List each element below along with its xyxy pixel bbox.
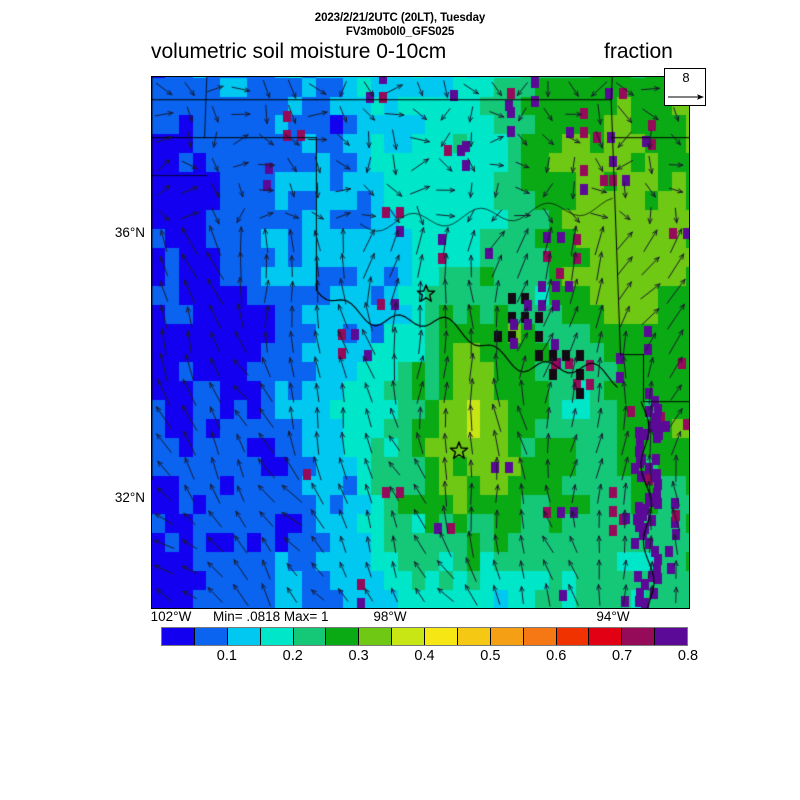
- colorbar-segment-11[interactable]: [523, 628, 557, 645]
- header-datetime: 2023/2/21/2UTC (20LT), Tuesday: [314, 12, 486, 24]
- colorbar-segment-6[interactable]: [359, 628, 393, 645]
- colorbar[interactable]: [161, 627, 688, 646]
- colorbar-segment-8[interactable]: [425, 628, 458, 645]
- colorbar-segment-12[interactable]: [556, 628, 590, 645]
- colorbar-tick-labels: 0.1 0.2 0.3 0.4 0.5 0.6 0.7 0.8: [161, 648, 698, 668]
- colorbar-tick-0.5: 0.5: [480, 648, 501, 664]
- lat-tick-label-1: 32°N: [114, 490, 145, 505]
- colorbar-tick-0.7: 0.7: [612, 648, 633, 664]
- soil-moisture-raster: [152, 77, 689, 608]
- colorbar-segment-13[interactable]: [589, 628, 623, 645]
- lon-tick-label-1: 98°W: [373, 609, 407, 624]
- colorbar-segment-14[interactable]: [622, 628, 656, 645]
- units-label: fraction: [604, 40, 673, 63]
- page-title: volumetric soil moisture 0-10cm: [151, 40, 447, 63]
- colorbar-segment-10[interactable]: [490, 628, 524, 645]
- header-model-name: FV3m0b0l0_GFS025: [345, 26, 455, 38]
- colorbar-tick-0.4: 0.4: [414, 648, 435, 664]
- colorbar-segment-5[interactable]: [326, 628, 360, 645]
- lon-tick-label-2: 94°W: [596, 609, 630, 624]
- colorbar-tick-0.3: 0.3: [348, 648, 369, 664]
- min-max-annotation: Min= .0818 Max= 1: [213, 609, 329, 624]
- colorbar-segment-1[interactable]: [194, 628, 228, 645]
- colorbar-tick-0.2: 0.2: [282, 648, 303, 664]
- lat-tick-label-0: 36°N: [114, 225, 145, 240]
- map-plot-area: [151, 76, 690, 609]
- colorbar-tick-0.1: 0.1: [216, 648, 237, 664]
- colorbar-segments[interactable]: [161, 627, 688, 646]
- colorbar-segment-7[interactable]: [392, 628, 425, 645]
- lon-tick-label-0: 102°W: [150, 609, 192, 624]
- colorbar-segment-3[interactable]: [260, 628, 294, 645]
- colorbar-tick-0.6: 0.6: [546, 648, 567, 664]
- colorbar-segment-2[interactable]: [227, 628, 261, 645]
- colorbar-segment-9[interactable]: [457, 628, 491, 645]
- wind-vector-key: 8: [664, 68, 706, 106]
- colorbar-segment-4[interactable]: [293, 628, 327, 645]
- wind-key-value: 8: [682, 70, 690, 85]
- wind-vector-arrow-icon: [668, 94, 704, 100]
- colorbar-segment-15[interactable]: [655, 628, 687, 645]
- colorbar-segment-0[interactable]: [162, 628, 195, 645]
- colorbar-tick-0.8: 0.8: [677, 648, 699, 664]
